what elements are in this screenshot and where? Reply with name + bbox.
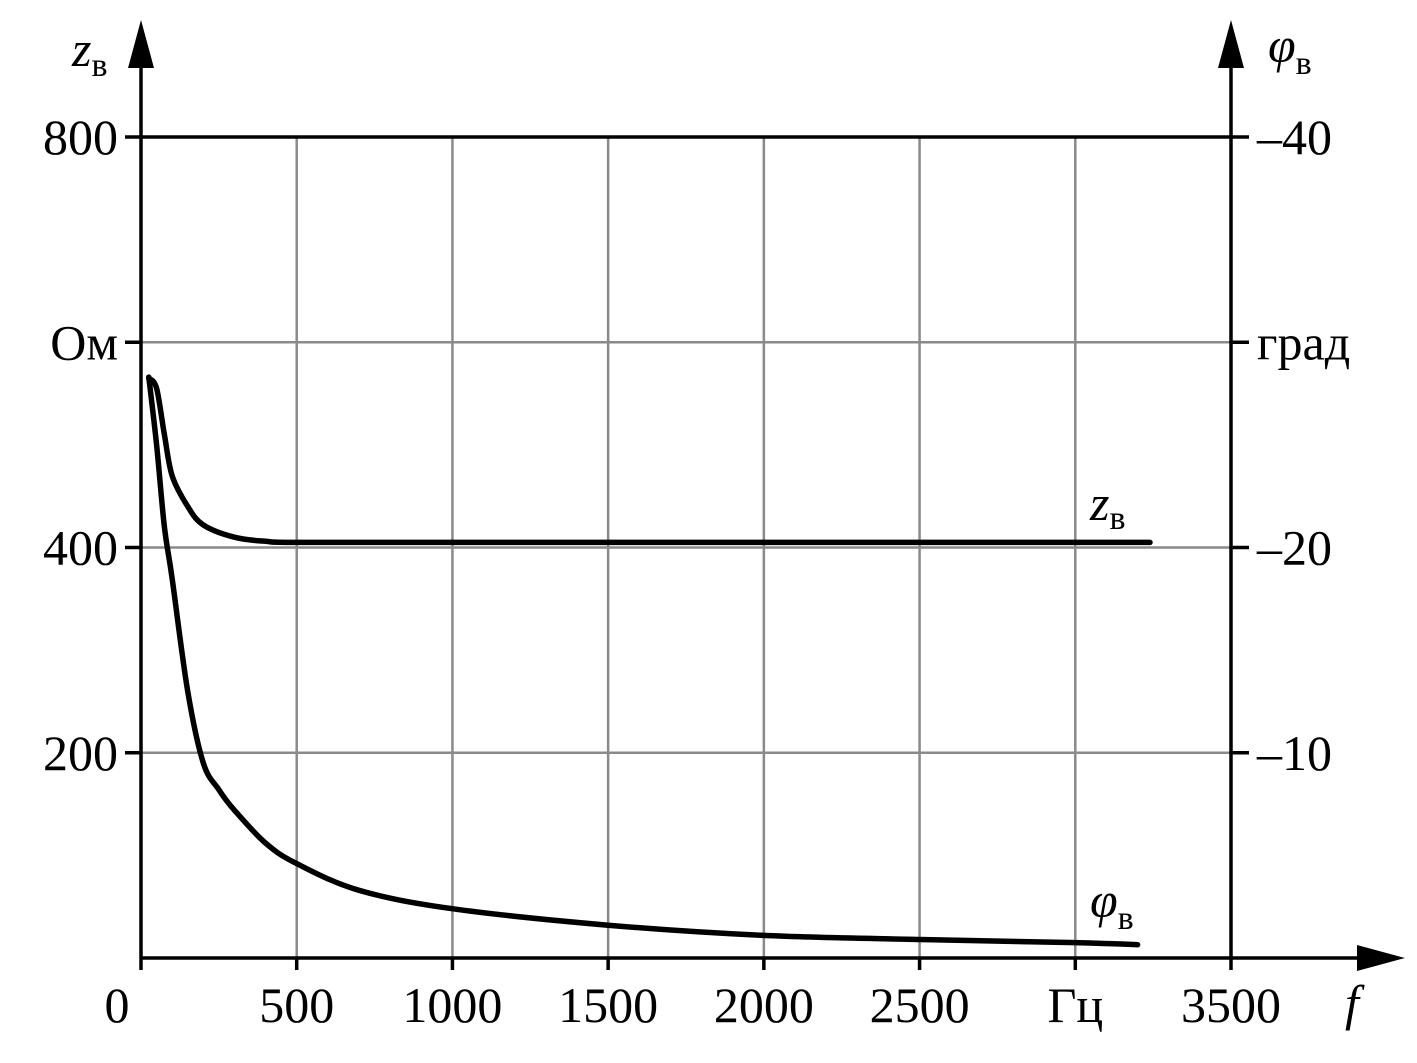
x-tick-label: 500 bbox=[259, 977, 334, 1033]
x-tick-label: 3500 bbox=[1181, 977, 1281, 1033]
x-tick-label: 2000 bbox=[714, 977, 814, 1033]
y-left-tick-label: 400 bbox=[43, 520, 118, 576]
x-axis-title: f bbox=[1345, 975, 1365, 1031]
x-tick-label: 0 bbox=[105, 977, 130, 1033]
series-lines bbox=[146, 374, 1153, 948]
x-tick-label: 1500 bbox=[558, 977, 658, 1033]
labels: 0 500 1000 1500 2000 2500 Гц 3500 200 400 Ом 800 –10… bbox=[43, 109, 1350, 1033]
y-right-tick-label: –40 bbox=[1256, 109, 1332, 165]
y-right-tick-label: –10 bbox=[1256, 725, 1332, 781]
series-label-z: zв bbox=[1089, 475, 1126, 537]
series-line-z bbox=[146, 375, 1153, 546]
x-axis-arrow bbox=[1357, 945, 1405, 971]
y-left-tick-label: Ом bbox=[50, 314, 118, 370]
x-tick-label: 2500 bbox=[870, 977, 970, 1033]
series-line-phi bbox=[146, 374, 1141, 948]
y-right-arrow bbox=[1218, 20, 1244, 68]
y-right-tick-label: град bbox=[1257, 314, 1350, 370]
x-tick-label: 1000 bbox=[402, 977, 502, 1033]
axes bbox=[125, 20, 1405, 971]
y-left-axis-title: zв bbox=[71, 21, 108, 84]
y-left-tick-label: 200 bbox=[43, 725, 118, 781]
y-right-tick-label: –20 bbox=[1256, 520, 1332, 576]
x-tick-label: Гц bbox=[1047, 977, 1103, 1033]
grid-lines bbox=[141, 137, 1231, 958]
series-label-phi: φв bbox=[1090, 872, 1134, 937]
y-left-tick-label: 800 bbox=[43, 109, 118, 165]
y-left-arrow bbox=[128, 20, 154, 68]
y-right-axis-title: φв bbox=[1268, 17, 1312, 82]
